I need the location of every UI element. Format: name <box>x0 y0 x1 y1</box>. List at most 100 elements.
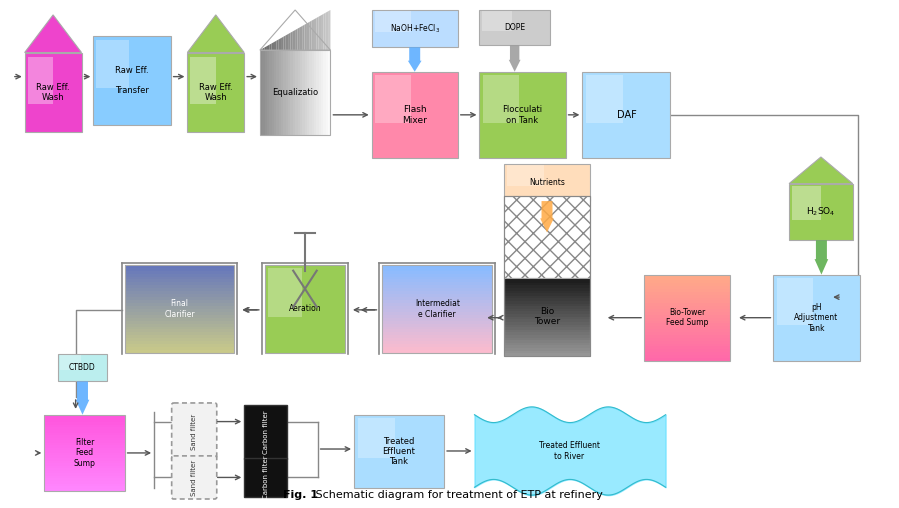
Polygon shape <box>321 50 324 136</box>
Bar <box>125 309 235 312</box>
Text: CTBDD: CTBDD <box>69 363 96 372</box>
Bar <box>644 309 730 312</box>
Bar <box>125 274 235 277</box>
Bar <box>382 341 492 344</box>
Polygon shape <box>324 50 325 136</box>
Text: Raw Eff.
Wash: Raw Eff. Wash <box>199 83 233 102</box>
Polygon shape <box>263 50 264 136</box>
Bar <box>504 327 590 330</box>
Bar <box>44 430 125 433</box>
Bar <box>644 286 730 290</box>
Polygon shape <box>24 52 82 133</box>
Polygon shape <box>267 50 270 136</box>
Polygon shape <box>290 50 293 136</box>
Bar <box>125 306 235 309</box>
Text: Raw Eff.

Transfer: Raw Eff. Transfer <box>115 66 149 96</box>
Bar <box>644 275 730 361</box>
Bar <box>644 300 730 304</box>
Bar <box>504 298 590 302</box>
Polygon shape <box>28 56 53 105</box>
Bar <box>125 265 235 268</box>
Text: DAF: DAF <box>617 110 636 120</box>
Bar <box>504 343 590 346</box>
Polygon shape <box>328 10 331 50</box>
Bar <box>125 303 235 306</box>
Bar <box>44 468 125 471</box>
Bar <box>125 271 235 274</box>
Bar <box>125 335 235 339</box>
Bar <box>504 277 590 356</box>
Bar <box>382 279 492 283</box>
Bar <box>44 425 125 428</box>
Bar <box>382 344 492 347</box>
Bar <box>644 324 730 327</box>
Bar <box>482 11 512 31</box>
Bar <box>586 75 623 122</box>
Bar <box>504 291 590 294</box>
Bar <box>125 294 235 298</box>
Bar <box>504 309 590 312</box>
Bar <box>358 418 396 458</box>
Bar <box>382 274 492 277</box>
Polygon shape <box>293 50 295 136</box>
Bar <box>125 350 235 354</box>
Bar <box>125 315 235 318</box>
Bar <box>44 432 125 435</box>
Bar <box>44 461 125 464</box>
Polygon shape <box>270 50 271 136</box>
Polygon shape <box>271 50 274 136</box>
Bar <box>44 476 125 479</box>
Bar <box>382 306 492 309</box>
Text: Bio
Tower: Bio Tower <box>534 307 560 327</box>
Bar <box>382 265 492 268</box>
Bar <box>382 297 492 301</box>
Polygon shape <box>309 21 312 50</box>
Bar <box>777 278 813 326</box>
Bar <box>44 486 125 489</box>
Text: H$_2$SO$_4$: H$_2$SO$_4$ <box>806 206 836 218</box>
Polygon shape <box>191 56 216 105</box>
Bar <box>125 312 235 315</box>
Bar <box>504 316 590 320</box>
Bar <box>644 298 730 301</box>
Bar <box>44 415 125 491</box>
Bar <box>479 72 565 158</box>
Bar <box>44 448 125 451</box>
Bar <box>44 481 125 484</box>
Polygon shape <box>305 23 307 50</box>
Bar <box>504 306 590 309</box>
Polygon shape <box>789 157 853 183</box>
Polygon shape <box>264 46 267 50</box>
Text: NaOH+FeCl$_3$: NaOH+FeCl$_3$ <box>389 22 440 35</box>
Text: Bio-Tower
Feed Sump: Bio-Tower Feed Sump <box>666 308 708 327</box>
Bar <box>375 75 411 122</box>
Polygon shape <box>274 41 276 50</box>
Bar <box>507 165 544 186</box>
Bar <box>504 283 590 286</box>
Bar <box>44 427 125 430</box>
Polygon shape <box>318 15 321 50</box>
Bar <box>268 268 302 317</box>
Text: Raw Eff.
Wash: Raw Eff. Wash <box>36 83 70 102</box>
Polygon shape <box>314 50 316 136</box>
Bar <box>644 275 730 278</box>
Bar <box>504 164 590 201</box>
Text: Carbon filter: Carbon filter <box>263 456 269 499</box>
Bar <box>382 350 492 354</box>
Polygon shape <box>328 50 331 136</box>
Polygon shape <box>300 50 302 136</box>
Bar <box>504 345 590 348</box>
Bar <box>644 303 730 307</box>
Bar <box>44 438 125 441</box>
Bar <box>382 327 492 330</box>
Bar <box>44 420 125 423</box>
Polygon shape <box>279 38 281 50</box>
Polygon shape <box>295 29 298 50</box>
Bar <box>371 10 458 47</box>
Bar <box>125 338 235 342</box>
Bar <box>125 276 235 280</box>
Polygon shape <box>295 50 298 136</box>
Bar <box>382 347 492 351</box>
Bar <box>44 466 125 469</box>
Polygon shape <box>279 50 281 136</box>
